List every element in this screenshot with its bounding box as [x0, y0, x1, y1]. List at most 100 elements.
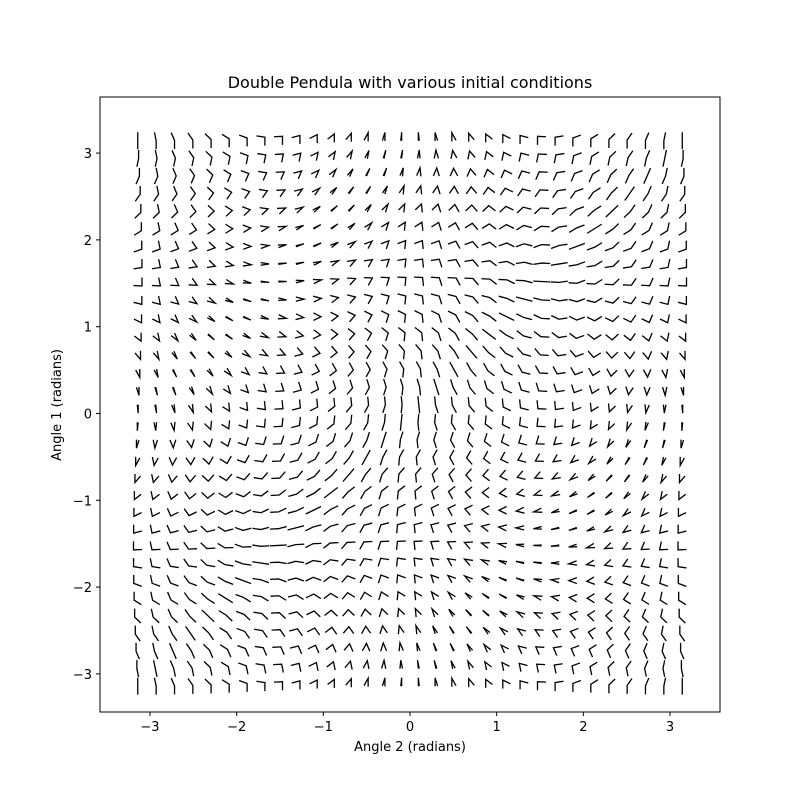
pendulum-glyph — [331, 312, 339, 321]
pendulum-glyph — [219, 474, 232, 480]
pendulum-glyph — [416, 344, 422, 359]
pendulum-glyph — [484, 451, 491, 464]
pendulum-glyph — [256, 681, 264, 691]
pendulum-glyph — [153, 204, 159, 218]
pendulum-glyph — [518, 189, 531, 196]
y-axis-label: Angle 1 (radians) — [50, 349, 65, 461]
pendulum-glyph — [680, 186, 685, 201]
pendulum-glyph — [661, 609, 667, 623]
pendulum-glyph — [503, 135, 511, 144]
pendulum-glyph — [171, 241, 179, 252]
pendulum-glyph — [587, 224, 601, 233]
pendulum-glyph — [483, 346, 495, 358]
pendulum-glyph — [208, 352, 214, 358]
pendulum-glyph — [682, 422, 683, 431]
pendulum-glyph — [364, 678, 368, 687]
pendulum-glyph — [534, 613, 542, 619]
pendulum-glyph — [607, 457, 613, 464]
pendulum-glyph — [201, 509, 215, 515]
pendulum-glyph — [259, 366, 267, 373]
pendulum-glyph — [208, 205, 214, 217]
pendulum-glyph — [364, 311, 372, 322]
pendulum-glyph — [292, 399, 300, 410]
pendulum-glyph — [290, 453, 302, 463]
pendulum-glyph — [270, 527, 287, 530]
pendulum-glyph — [343, 610, 355, 616]
pendulum-glyph — [500, 611, 508, 617]
pendulum-glyph — [678, 259, 686, 269]
pendulum-glyph — [535, 348, 549, 355]
pendulum-glyph — [188, 404, 193, 412]
pendulum-glyph — [605, 593, 612, 603]
pendulum-glyph — [171, 315, 179, 323]
x-tick-label: −3 — [140, 720, 159, 735]
pendulum-glyph — [154, 660, 157, 677]
pendulum-glyph — [465, 487, 472, 499]
pendulum-glyph — [278, 263, 286, 264]
pendulum-glyph — [360, 505, 372, 516]
pendulum-glyph — [572, 437, 580, 445]
pendulum-glyph — [360, 592, 371, 599]
pendulum-glyph — [663, 387, 667, 395]
pendulum-glyph — [323, 560, 338, 565]
pendulum-glyph — [414, 575, 422, 583]
pendulum-glyph — [499, 313, 514, 320]
pendulum-glyph — [202, 475, 214, 481]
pendulum-glyph — [345, 661, 352, 669]
pendulum-glyph — [348, 223, 355, 229]
pendulum-glyph — [448, 328, 459, 341]
pendulum-glyph — [605, 509, 613, 515]
pendulum-glyph — [243, 333, 251, 338]
pendulum-glyph — [382, 345, 388, 360]
pendulum-glyph — [348, 328, 355, 340]
pendulum-glyph — [624, 609, 630, 622]
pendulum-glyph — [152, 626, 159, 641]
pendulum-glyph — [295, 207, 303, 213]
pendulum-glyph — [308, 645, 319, 653]
pendulum-glyph — [305, 543, 321, 547]
pendulum-glyph — [502, 416, 510, 428]
pendulum-glyph — [448, 311, 460, 322]
pendulum-glyph — [294, 348, 302, 357]
pendulum-glyph — [434, 150, 438, 158]
pendulum-glyph — [645, 422, 648, 430]
pendulum-glyph — [569, 316, 585, 320]
pendulum-glyph — [274, 136, 282, 145]
pendulum-glyph — [605, 316, 619, 322]
pendulum-glyph — [364, 397, 368, 413]
pendulum-glyph — [415, 222, 423, 230]
pendulum-glyph — [379, 486, 388, 499]
pendulum-glyph — [500, 206, 514, 212]
pendulum-glyph — [448, 260, 461, 267]
pendulum-glyph — [642, 223, 653, 235]
pendulum-glyph — [502, 399, 510, 411]
pendulum-glyph — [433, 168, 439, 176]
pendulum-glyph — [680, 626, 685, 641]
pendulum-glyph — [516, 561, 524, 563]
pendulum-glyph — [534, 508, 542, 512]
pendulum-glyph — [435, 396, 438, 413]
pendulum-glyph — [642, 609, 648, 623]
pendulum-glyph — [384, 379, 387, 395]
pendulum-glyph — [537, 682, 545, 691]
pendulum-glyph — [535, 366, 548, 374]
pendulum-glyph — [571, 646, 579, 657]
pendulum-glyph — [414, 523, 422, 534]
pendulum-glyph — [134, 222, 141, 235]
pendulum-glyph — [516, 578, 524, 581]
pendulum-glyph — [133, 277, 141, 286]
pendulum-glyph — [235, 544, 251, 547]
pendulum-glyph — [202, 610, 214, 622]
pendulum-glyph — [467, 433, 473, 448]
pendulum-glyph — [399, 643, 403, 651]
pendulum-glyph — [681, 440, 684, 449]
pendulum-glyph — [225, 316, 233, 320]
pendulum-glyph — [325, 627, 337, 634]
pendulum-glyph — [397, 486, 405, 500]
pendulum-glyph — [347, 312, 355, 322]
pendulum-glyph — [417, 660, 419, 668]
pendulum-glyph — [313, 279, 321, 283]
pendulum-glyph — [678, 241, 686, 252]
pendulum-glyph — [154, 678, 156, 695]
pendulum-glyph — [235, 578, 251, 584]
